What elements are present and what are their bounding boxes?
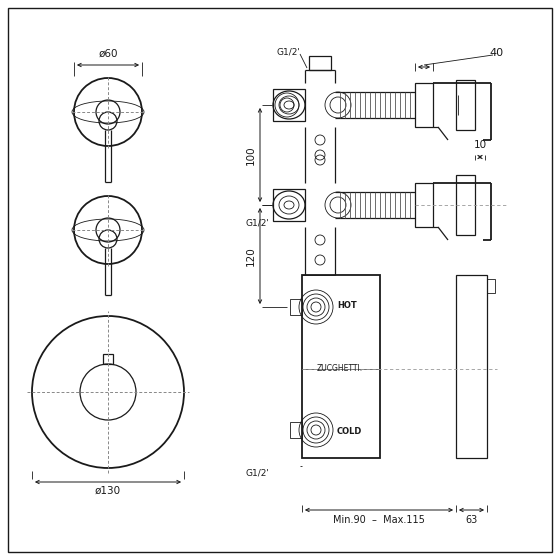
Bar bbox=[302, 275, 380, 458]
Text: 100: 100 bbox=[246, 145, 256, 165]
Bar bbox=[273, 189, 305, 221]
Text: 10: 10 bbox=[473, 140, 487, 150]
Bar bbox=[456, 80, 475, 130]
Text: HOT: HOT bbox=[337, 301, 357, 310]
Text: G1/2': G1/2' bbox=[245, 469, 269, 478]
Text: G1/2': G1/2' bbox=[276, 48, 300, 57]
Bar bbox=[290, 299, 302, 315]
Bar bbox=[456, 175, 475, 235]
Text: ZUCGHETTI.: ZUCGHETTI. bbox=[317, 364, 363, 373]
Text: G1/2': G1/2' bbox=[245, 218, 269, 227]
Bar bbox=[456, 275, 487, 458]
Text: COLD: COLD bbox=[337, 427, 362, 436]
Text: ø130: ø130 bbox=[95, 486, 121, 496]
Text: 63: 63 bbox=[465, 515, 478, 525]
Bar bbox=[415, 183, 433, 227]
Text: 120: 120 bbox=[246, 246, 256, 266]
Bar bbox=[487, 279, 495, 293]
Bar bbox=[415, 83, 433, 127]
Bar bbox=[290, 422, 302, 438]
Bar bbox=[103, 354, 113, 364]
Text: Min.90  –  Max.115: Min.90 – Max.115 bbox=[333, 515, 425, 525]
Text: ø60: ø60 bbox=[98, 49, 118, 59]
Text: 40: 40 bbox=[489, 48, 503, 58]
Bar bbox=[309, 56, 331, 70]
Bar bbox=[273, 89, 305, 121]
